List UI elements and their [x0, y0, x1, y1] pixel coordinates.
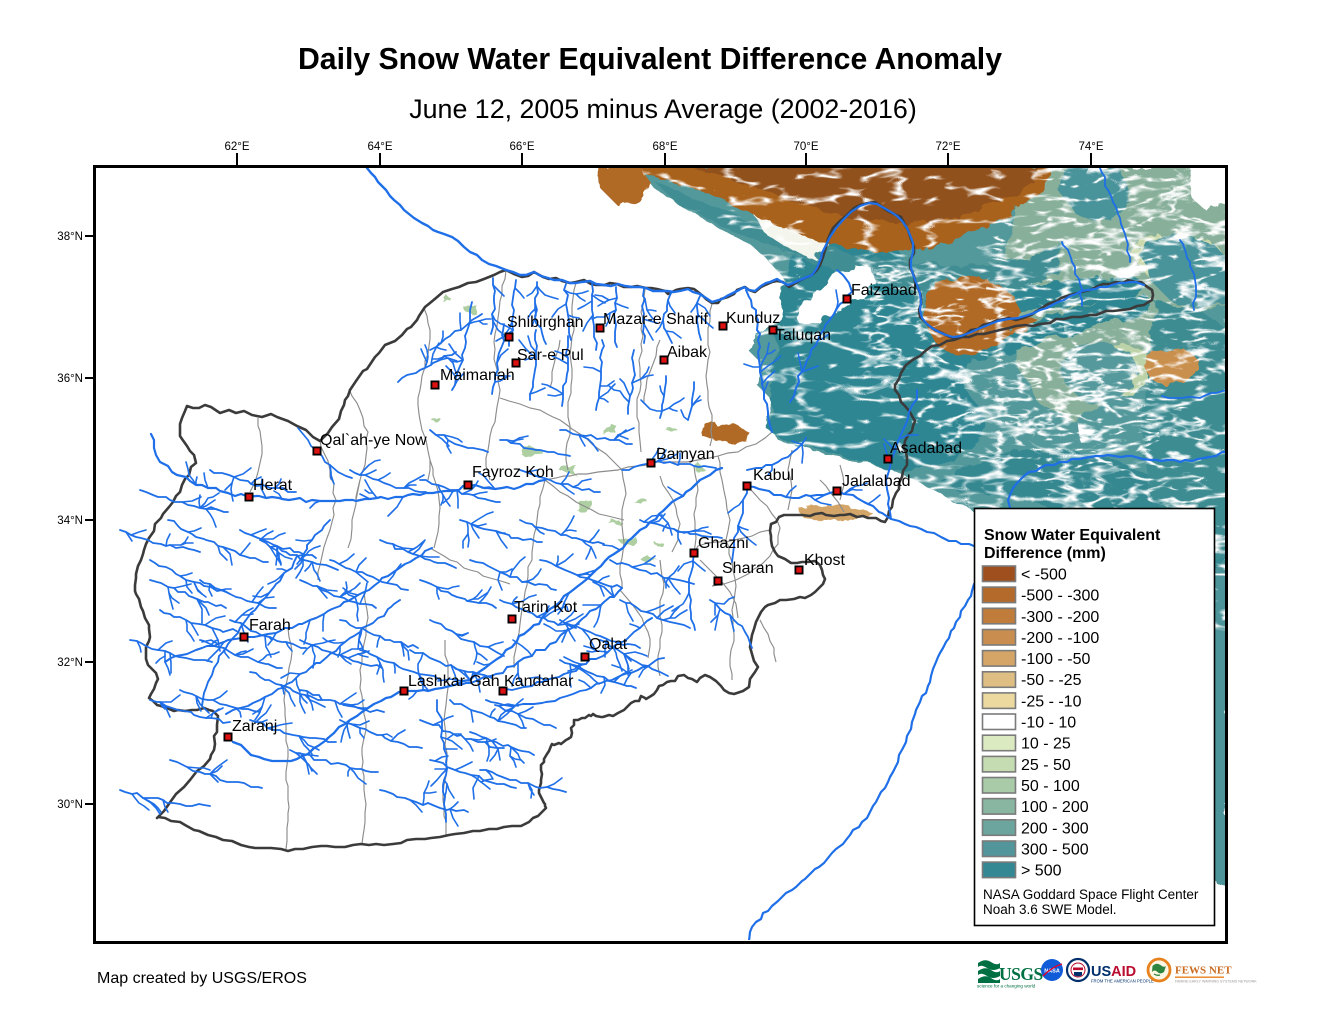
- svg-text:Kabul: Kabul: [753, 467, 794, 484]
- svg-text:200 - 300: 200 - 300: [1021, 820, 1089, 837]
- svg-text:-500 - -300: -500 - -300: [1021, 588, 1099, 605]
- svg-text:-100 - -50: -100 - -50: [1021, 651, 1090, 668]
- svg-text:62°E: 62°E: [224, 141, 249, 153]
- svg-text:< -500: < -500: [1021, 567, 1067, 584]
- svg-text:FAMINE EARLY WARNING SYSTEMS N: FAMINE EARLY WARNING SYSTEMS NETWORK: [1175, 980, 1257, 984]
- svg-text:-25 - -10: -25 - -10: [1021, 693, 1082, 710]
- svg-text:Mazar-e Sharif: Mazar-e Sharif: [603, 311, 708, 328]
- svg-text:Sar-e Pul: Sar-e Pul: [517, 347, 584, 364]
- svg-text:Herat: Herat: [253, 477, 293, 494]
- svg-text:38°N: 38°N: [57, 231, 83, 243]
- svg-text:Maimanah: Maimanah: [440, 367, 515, 384]
- svg-text:USGS: USGS: [999, 964, 1043, 984]
- svg-text:Fayroz Koh: Fayroz Koh: [472, 464, 554, 481]
- svg-text:50 - 100: 50 - 100: [1021, 778, 1080, 795]
- svg-text:300 - 500: 300 - 500: [1021, 842, 1089, 859]
- svg-text:Faizabad: Faizabad: [851, 282, 917, 299]
- svg-text:25 - 50: 25 - 50: [1021, 757, 1071, 774]
- svg-text:USAID: USAID: [1091, 964, 1136, 980]
- svg-text:Kandahar: Kandahar: [504, 673, 574, 690]
- svg-text:Taluqan: Taluqan: [775, 327, 831, 344]
- svg-text:Map created by USGS/EROS: Map created by USGS/EROS: [97, 970, 307, 987]
- svg-text:NASA: NASA: [1044, 969, 1060, 975]
- svg-text:Asadabad: Asadabad: [890, 440, 962, 457]
- svg-text:Farah: Farah: [249, 617, 291, 634]
- svg-text:Kunduz: Kunduz: [726, 310, 780, 327]
- svg-text:Snow Water Equivalent: Snow Water Equivalent: [984, 527, 1161, 544]
- svg-text:Sharan: Sharan: [722, 560, 774, 577]
- svg-text:72°E: 72°E: [935, 141, 960, 153]
- svg-text:-10 - 10: -10 - 10: [1021, 715, 1076, 732]
- svg-text:32°N: 32°N: [57, 657, 83, 669]
- svg-text:Jalalabad: Jalalabad: [842, 473, 911, 490]
- svg-text:70°E: 70°E: [793, 141, 818, 153]
- svg-text:FROM THE AMERICAN PEOPLE: FROM THE AMERICAN PEOPLE: [1091, 979, 1154, 984]
- svg-text:NASA Goddard Space Flight Cent: NASA Goddard Space Flight Center: [983, 887, 1199, 902]
- svg-text:68°E: 68°E: [652, 141, 677, 153]
- svg-text:10 - 25: 10 - 25: [1021, 736, 1071, 753]
- svg-text:science for a changing world: science for a changing world: [977, 984, 1036, 989]
- svg-text:> 500: > 500: [1021, 863, 1062, 880]
- svg-text:FEWS NET: FEWS NET: [1175, 965, 1232, 977]
- svg-text:Shibirghan: Shibirghan: [507, 314, 584, 331]
- svg-text:June 12, 2005 minus Average (2: June 12, 2005 minus Average (2002-2016): [409, 94, 917, 124]
- svg-text:66°E: 66°E: [509, 141, 534, 153]
- svg-text:Bamyan: Bamyan: [656, 446, 715, 463]
- svg-text:Difference (mm): Difference (mm): [984, 545, 1106, 562]
- svg-text:Qal`ah-ye Now: Qal`ah-ye Now: [320, 432, 427, 449]
- svg-text:36°N: 36°N: [57, 373, 83, 385]
- svg-text:Daily Snow Water Equivalent Di: Daily Snow Water Equivalent Difference A…: [298, 43, 1002, 76]
- svg-text:74°E: 74°E: [1078, 141, 1103, 153]
- svg-text:Lashkar Gah: Lashkar Gah: [408, 673, 500, 690]
- svg-text:34°N: 34°N: [57, 515, 83, 527]
- svg-text:-50 - -25: -50 - -25: [1021, 672, 1082, 689]
- svg-text:-200 - -100: -200 - -100: [1021, 630, 1099, 647]
- svg-text:Aibak: Aibak: [667, 344, 708, 361]
- svg-text:64°E: 64°E: [367, 141, 392, 153]
- svg-text:Noah 3.6 SWE Model.: Noah 3.6 SWE Model.: [983, 902, 1117, 917]
- svg-text:Qalat: Qalat: [589, 636, 628, 653]
- svg-text:Khost: Khost: [804, 552, 845, 569]
- svg-text:Tarin Kot: Tarin Kot: [514, 599, 578, 616]
- svg-text:100 - 200: 100 - 200: [1021, 799, 1089, 816]
- svg-text:30°N: 30°N: [57, 799, 83, 811]
- svg-text:Ghazni: Ghazni: [698, 535, 749, 552]
- svg-text:-300 - -200: -300 - -200: [1021, 609, 1099, 626]
- svg-text:Zaranj: Zaranj: [232, 718, 277, 735]
